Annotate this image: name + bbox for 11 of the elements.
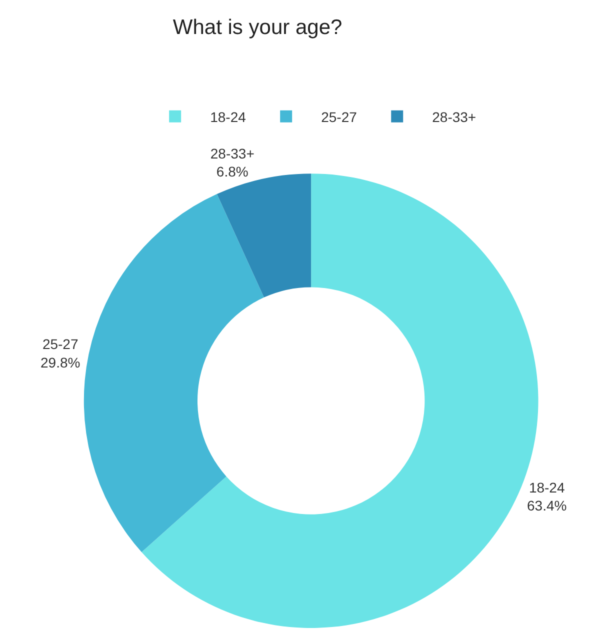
legend-label: 28-33+ xyxy=(432,108,476,125)
slice-label: 28-33+ xyxy=(210,145,254,162)
slice-label: 18-24 xyxy=(528,479,565,496)
chart-title: What is your age? xyxy=(172,16,342,39)
legend-label: 25-27 xyxy=(321,108,358,125)
slice-label: 25-27 xyxy=(42,336,78,352)
data-label: 63.4% xyxy=(526,498,567,514)
data-label: 6.8% xyxy=(216,164,248,180)
legend-label: 18-24 xyxy=(210,108,246,125)
data-label: 29.8% xyxy=(40,354,80,370)
donut-slice xyxy=(84,194,264,552)
